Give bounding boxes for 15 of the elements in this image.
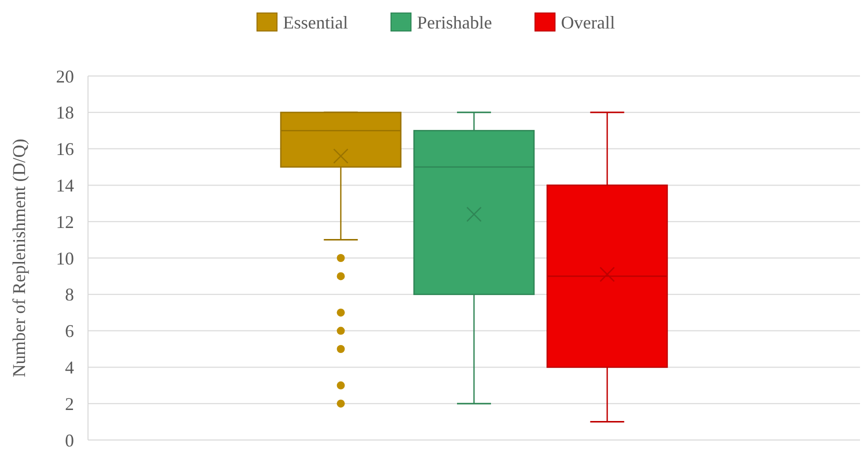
y-tick-label: 12	[56, 212, 74, 232]
y-tick-label: 8	[65, 284, 74, 305]
y-axis-title: Number of Replenishment (D/Q)	[9, 138, 29, 378]
y-tick-label: 2	[65, 394, 74, 414]
y-tick-label: 16	[56, 139, 74, 160]
y-tick-label: 4	[65, 358, 74, 378]
y-tick-label: 20	[56, 66, 74, 86]
y-tick-label: 14	[56, 176, 74, 196]
y-tick-label: 0	[65, 430, 74, 450]
legend-label: Perishable	[417, 12, 492, 32]
y-tick-label: 18	[56, 102, 74, 123]
y-tick-label: 10	[56, 248, 74, 268]
legend-label: Overall	[561, 12, 615, 32]
y-tick-label: 6	[65, 321, 74, 342]
legend-label: Essential	[283, 12, 348, 32]
